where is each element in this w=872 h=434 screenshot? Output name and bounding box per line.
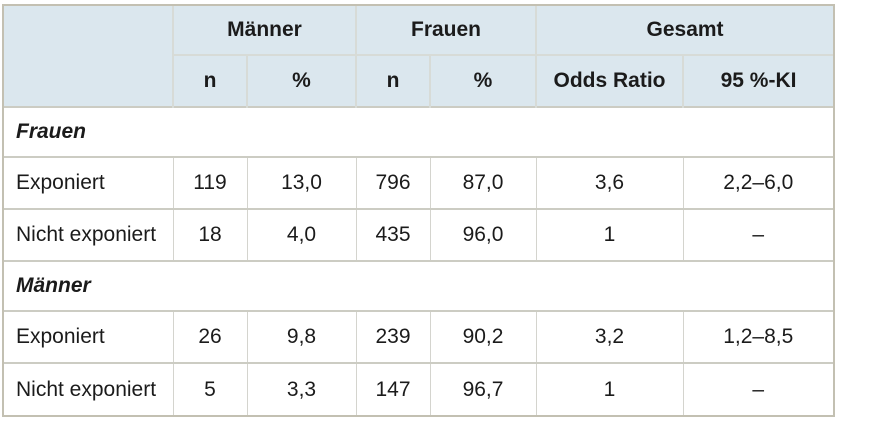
- subheader-frauen-n: n: [355, 55, 430, 107]
- cell-odds-ratio: 3,6: [535, 156, 684, 209]
- cell-frauen-pct: 96,7: [429, 362, 537, 415]
- table-row: Exponiert 119 13,0 796 87,0 3,6 2,2–6,0: [4, 156, 834, 209]
- subheader-95-ki: 95 %-KI: [682, 55, 834, 107]
- cell-odds-ratio: 1: [535, 362, 684, 415]
- table-row: Exponiert 26 9,8 239 90,2 3,2 1,2–8,5: [4, 310, 834, 363]
- cell-odds-ratio: 1: [535, 208, 684, 261]
- cell-frauen-n: 239: [355, 310, 430, 363]
- header-sub-row: n % n % Odds Ratio 95 %-KI: [4, 55, 834, 107]
- cell-frauen-n: 435: [355, 208, 430, 261]
- cell-maenner-n: 18: [172, 208, 247, 261]
- cell-frauen-pct: 96,0: [429, 208, 537, 261]
- section-title: Frauen: [4, 106, 834, 157]
- table-row: Nicht exponiert 18 4,0 435 96,0 1 –: [4, 208, 834, 261]
- cell-maenner-pct: 3,3: [246, 362, 356, 415]
- section-row-frauen: Frauen: [4, 106, 834, 157]
- subheader-odds-ratio: Odds Ratio: [535, 55, 684, 107]
- header-group-frauen: Frauen: [354, 6, 537, 56]
- cell-maenner-n: 5: [172, 362, 247, 415]
- row-label: Nicht exponiert: [4, 362, 173, 415]
- row-label: Nicht exponiert: [4, 208, 173, 261]
- cell-95-ki: 2,2–6,0: [682, 156, 834, 209]
- subheader-maenner-pct: %: [246, 55, 356, 107]
- cell-frauen-pct: 87,0: [429, 156, 537, 209]
- cell-95-ki: 1,2–8,5: [682, 310, 834, 363]
- table-row: Nicht exponiert 5 3,3 147 96,7 1 –: [4, 362, 834, 415]
- cell-maenner-n: 119: [172, 156, 247, 209]
- row-label: Exponiert: [4, 156, 173, 209]
- cell-frauen-n: 147: [355, 362, 430, 415]
- cell-frauen-pct: 90,2: [429, 310, 537, 363]
- header-group-row: Männer Frauen Gesamt: [4, 6, 834, 107]
- subheader-maenner-n: n: [172, 55, 247, 107]
- cell-maenner-n: 26: [172, 310, 247, 363]
- row-label: Exponiert: [4, 310, 173, 363]
- header-group-gesamt: Gesamt: [535, 6, 834, 56]
- cell-95-ki: –: [682, 208, 834, 261]
- cell-maenner-pct: 4,0: [246, 208, 356, 261]
- section-row-maenner: Männer: [4, 260, 834, 311]
- cell-95-ki: –: [682, 362, 834, 415]
- corner-cell: [4, 6, 173, 107]
- cell-maenner-pct: 13,0: [246, 156, 356, 209]
- cell-maenner-pct: 9,8: [246, 310, 356, 363]
- cell-frauen-n: 796: [355, 156, 430, 209]
- section-title: Männer: [4, 260, 834, 311]
- cell-odds-ratio: 3,2: [535, 310, 684, 363]
- table-header: Männer Frauen Gesamt n % n % Odds Ratio …: [4, 6, 834, 107]
- table-body: Frauen Exponiert 119 13,0 796 87,0 3,6 2…: [4, 106, 834, 415]
- statistics-table-frame: Männer Frauen Gesamt n % n % Odds Ratio …: [2, 4, 836, 417]
- subheader-frauen-pct: %: [428, 55, 537, 107]
- header-group-maenner: Männer: [172, 6, 356, 56]
- statistics-table: Männer Frauen Gesamt n % n % Odds Ratio …: [4, 6, 834, 415]
